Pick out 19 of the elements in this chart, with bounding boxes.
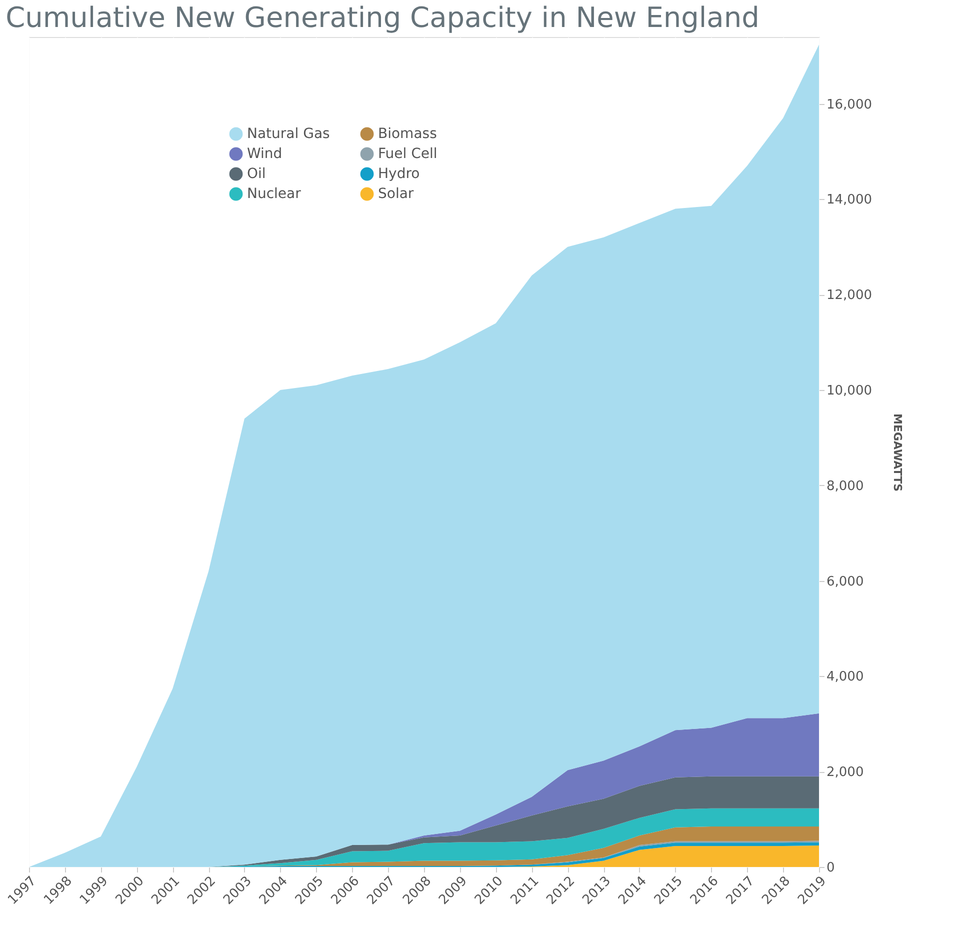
legend-label: Solar [378,186,414,202]
legend-label: Biomass [378,126,437,142]
y-tick-label: 12,000 [826,288,872,304]
y-tick-label: 8,000 [826,478,864,494]
y-tick-label: 6,000 [826,574,864,590]
y-tick-label: 14,000 [826,192,872,208]
legend-label: Wind [247,146,282,162]
legend-label: Hydro [378,166,420,182]
chart-title: Cumulative New Generating Capacity in New England [6,1,760,34]
y-tick-label: 4,000 [826,670,864,685]
y-axis-title: MEGAWATTS [890,414,904,492]
legend-label: Nuclear [247,186,302,202]
legend-label: Natural Gas [247,126,330,142]
y-tick-label: 10,000 [826,383,872,398]
legend-label: Fuel Cell [378,146,438,162]
y-tick-label: 16,000 [826,97,872,112]
legend-label: Oil [247,166,266,182]
y-tick-label: 0 [826,860,835,876]
y-tick-label: 2,000 [826,765,864,780]
